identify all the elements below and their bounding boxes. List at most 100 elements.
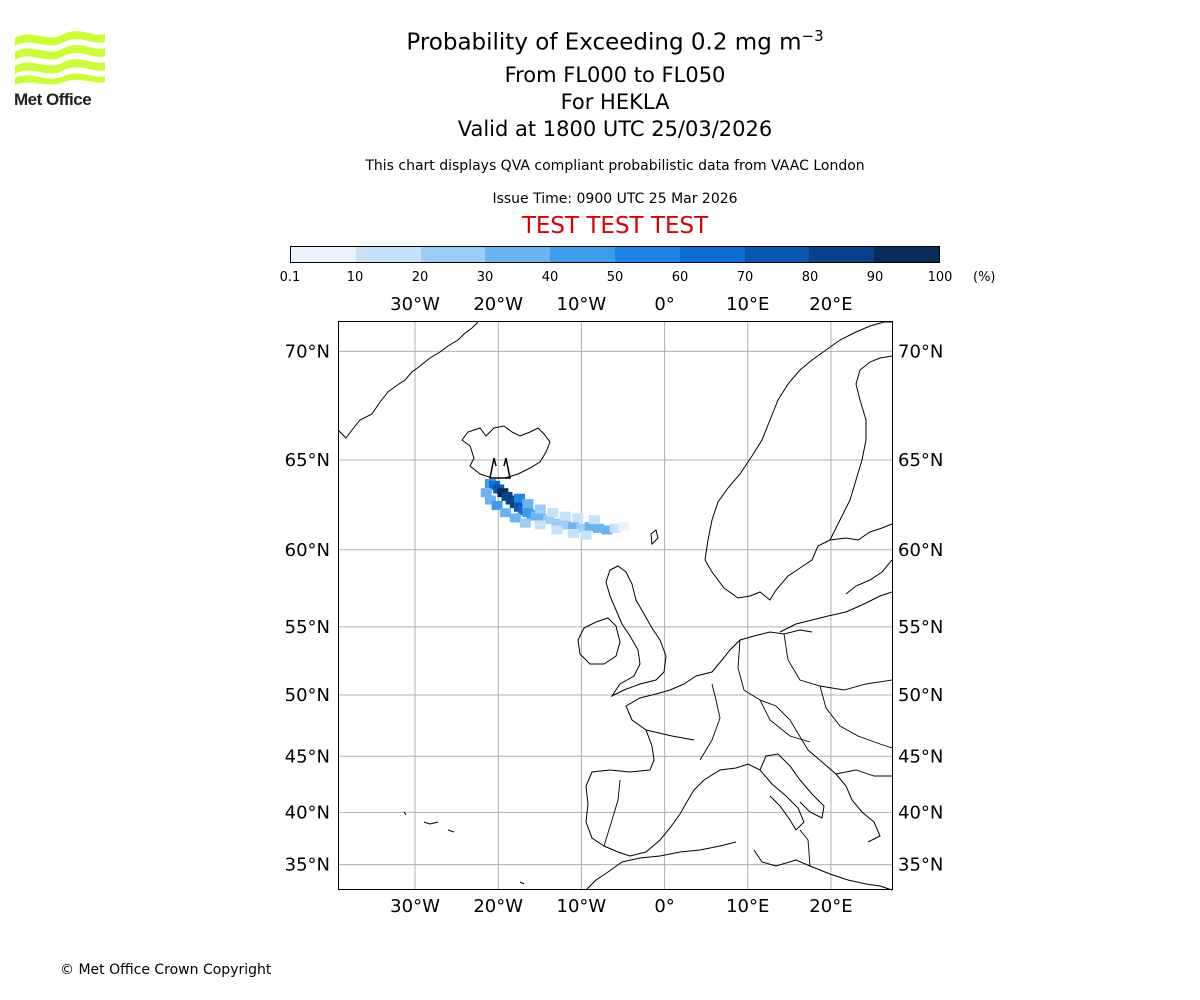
latitude-label: 40°N: [898, 802, 943, 823]
coastlines: [337, 321, 893, 891]
longitude-label: 20°E: [809, 294, 852, 315]
chart-title-text: Probability of Exceeding 0.2 mg m: [406, 29, 802, 56]
probability-colorbar: [290, 246, 940, 263]
latitude-label: 70°N: [285, 341, 330, 362]
longitude-label: 20°W: [473, 294, 523, 315]
colorbar-tick-label: 80: [801, 270, 819, 285]
country-borders: [603, 633, 893, 867]
colorbar-tick-label: 100: [927, 270, 953, 285]
colorbar-segment: [744, 247, 810, 262]
longitude-label: 20°E: [809, 896, 852, 917]
latitude-label: 60°N: [898, 540, 943, 561]
plume-cell: [509, 513, 521, 523]
plume-cell: [580, 530, 592, 540]
plume-cell: [491, 500, 503, 510]
longitude-label: 10°W: [557, 294, 607, 315]
plume-cell: [593, 523, 605, 533]
plume-cell: [617, 522, 629, 532]
met-office-logo-text: Met Office: [14, 90, 92, 109]
longitude-label: 30°W: [390, 896, 440, 917]
plume-cell: [568, 528, 580, 538]
latitude-label: 65°N: [898, 450, 943, 471]
plume-cell: [559, 511, 571, 521]
copyright-notice: © Met Office Crown Copyright: [60, 962, 272, 978]
colorbar-unit: (%): [973, 270, 996, 285]
plume-cell: [576, 523, 588, 533]
latitude-label: 70°N: [898, 341, 943, 362]
plume-cell: [480, 488, 492, 498]
chart-title: Probability of Exceeding 0.2 mg m−3: [0, 27, 1200, 56]
issue-time: Issue Time: 0900 UTC 25 Mar 2026: [492, 191, 738, 207]
plume-cell: [551, 518, 563, 528]
map-frame: [338, 321, 893, 890]
plume-cell: [588, 515, 600, 525]
plume-cell: [601, 525, 613, 535]
latitude-label: 50°N: [898, 685, 943, 706]
colorbar-segment: [291, 247, 356, 262]
flight-level-range: From FL000 to FL050: [504, 63, 726, 87]
latitude-label: 55°N: [898, 617, 943, 638]
axis-labels: 30°W 30°W 20°W 20°W 10°W 10°W 0° 0° 10°E 10°E 20°E…: [285, 294, 944, 917]
test-banner: TEST TEST TEST: [521, 213, 709, 239]
chart-title-exponent: −3: [801, 27, 824, 45]
met-office-waves-icon: [15, 31, 105, 85]
colorbar-tick-label: 10: [346, 270, 364, 285]
colorbar-tick-label: 90: [866, 270, 884, 285]
plume-cell: [514, 493, 526, 503]
colorbar-segment: [809, 247, 875, 262]
longitude-label: 10°E: [726, 896, 769, 917]
latitude-label: 45°N: [898, 746, 943, 767]
colorbar-segment: [420, 247, 486, 262]
colorbar-tick-label: 30: [476, 270, 494, 285]
met-office-logo: Met Office: [12, 28, 112, 114]
plume-cell: [534, 520, 546, 530]
latitude-label: 55°N: [285, 617, 330, 638]
longitude-label: 10°W: [557, 896, 607, 917]
plume-cell: [534, 504, 546, 514]
ash-probability-plume: [480, 478, 629, 540]
colorbar-tick-label: 40: [541, 270, 559, 285]
colorbar-tick-label: 20: [411, 270, 429, 285]
colorbar-tick-label: 0.1: [279, 270, 301, 285]
colorbar-tick-label: 70: [736, 270, 754, 285]
plume-cell: [551, 525, 563, 535]
plume-cell: [609, 523, 621, 533]
longitude-label: 0°: [654, 294, 674, 315]
plume-cell: [568, 522, 580, 532]
plume-cell: [519, 518, 531, 528]
plume-cell: [543, 515, 555, 525]
plume-cell: [547, 508, 559, 518]
plume-cell: [534, 513, 546, 523]
chart-note: This chart displays QVA compliant probab…: [365, 158, 865, 174]
longitude-label: 0°: [654, 896, 674, 917]
latitude-label: 35°N: [898, 855, 943, 876]
plume-cell: [522, 499, 534, 509]
colorbar-segment: [614, 247, 680, 262]
colorbar-segment: [485, 247, 551, 262]
latitude-label: 65°N: [285, 450, 330, 471]
volcano-name: For HEKLA: [560, 90, 670, 114]
colorbar-segment: [550, 247, 615, 262]
plume-cell: [572, 513, 584, 523]
plume-cell: [584, 522, 596, 532]
colorbar-segment: [679, 247, 745, 262]
colorbar-tick-label: 50: [606, 270, 624, 285]
longitude-label: 20°W: [473, 896, 523, 917]
longitude-label: 10°E: [726, 294, 769, 315]
volcano-source-marker: [489, 457, 511, 479]
latitude-label: 60°N: [285, 540, 330, 561]
latitude-label: 35°N: [285, 855, 330, 876]
colorbar-segment: [355, 247, 421, 262]
longitude-label: 30°W: [390, 294, 440, 315]
graticule: [338, 321, 893, 890]
latitude-label: 50°N: [285, 685, 330, 706]
latitude-label: 40°N: [285, 802, 330, 823]
valid-time: Valid at 1800 UTC 25/03/2026: [457, 117, 773, 141]
plume-cell: [499, 508, 511, 518]
plume-cell: [559, 520, 571, 530]
colorbar-segment: [874, 247, 939, 262]
latitude-label: 45°N: [285, 746, 330, 767]
colorbar-tick-label: 60: [671, 270, 689, 285]
plume-cell: [484, 495, 496, 505]
